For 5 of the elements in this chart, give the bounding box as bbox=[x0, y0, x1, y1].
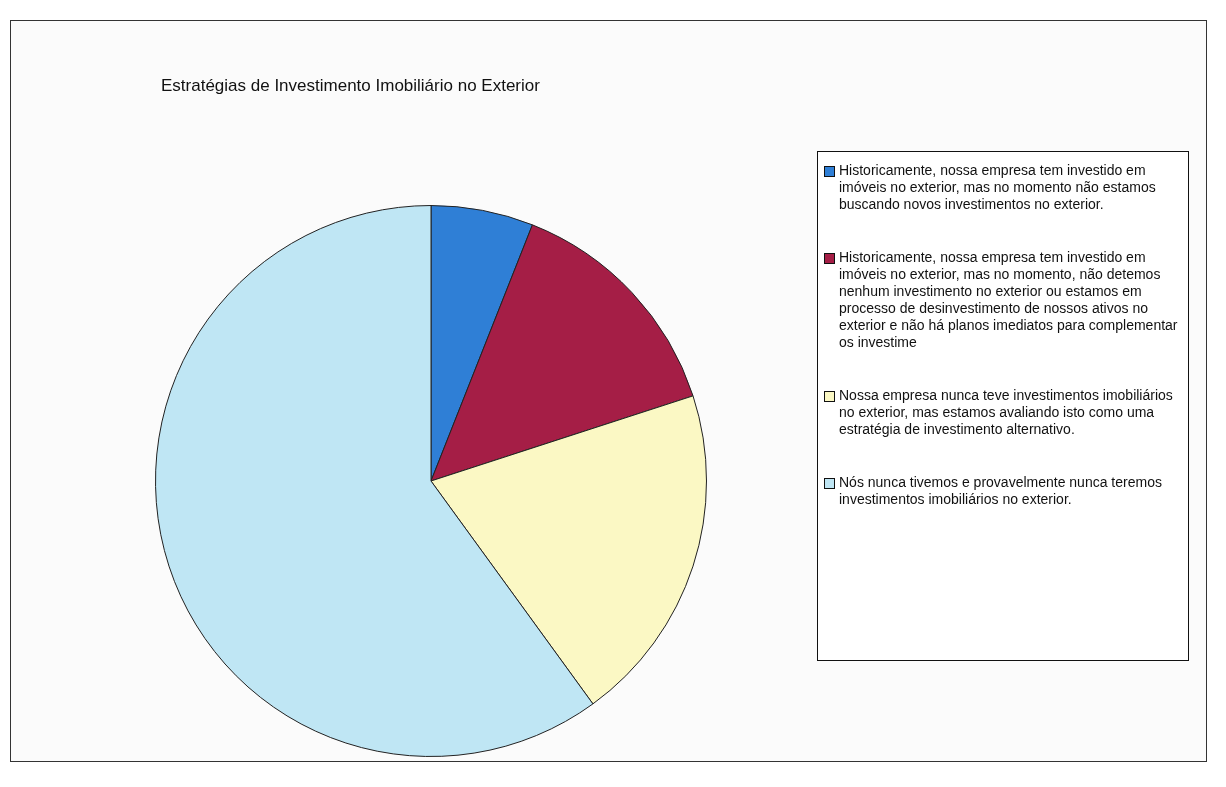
legend-label: Nossa empresa nunca teve investimentos imobiliários no exterior, mas estamos avaliando isto como uma estratégia de investimento alternativo. bbox=[839, 387, 1174, 438]
legend-label: Historicamente, nossa empresa tem investido em imóveis no exterior, mas no momento não estamos buscando novos investimentos no exterior. bbox=[839, 162, 1157, 213]
legend-label: Historicamente, nossa empresa tem investido em imóveis no exterior, mas no momento, não detemos nenhum investimento no exterior ou estamos em processo de desinvestimento de nossos ativos no exterior e não há planos imediatos para complementar os investime bbox=[839, 249, 1179, 351]
legend-label: Nós nunca tivemos e provavelmente nunca teremos investimentos imobiliários no exterior. bbox=[839, 474, 1163, 508]
chart-title: Estratégias de Investimento Imobiliário no Exterior bbox=[161, 76, 540, 96]
